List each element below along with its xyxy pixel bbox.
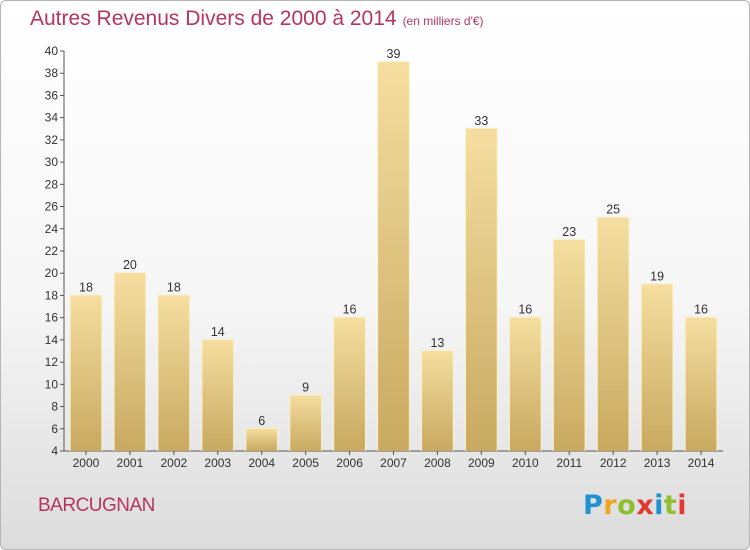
x-tick-label-2012: 2012	[600, 456, 627, 470]
value-label-2009: 33	[474, 114, 488, 128]
y-tick-label: 10	[45, 377, 59, 391]
x-tick-label-2006: 2006	[336, 456, 363, 470]
bar-2002	[158, 295, 190, 451]
y-tick-label: 32	[45, 133, 59, 147]
chart-title: Autres Revenus Divers de 2000 à 2014 (en …	[30, 7, 484, 30]
bar-2001	[114, 273, 146, 451]
bar-2010	[509, 317, 541, 451]
y-tick-label: 22	[45, 244, 59, 258]
bar-2004	[246, 428, 278, 451]
value-label-2011: 23	[562, 225, 576, 239]
x-tick-label-2011: 2011	[556, 456, 582, 470]
value-label-2005: 9	[302, 380, 309, 394]
x-tick-label-2003: 2003	[204, 456, 231, 470]
x-tick-label-2007: 2007	[380, 456, 407, 470]
bar-2006	[334, 317, 365, 451]
bars	[69, 61, 718, 452]
y-tick-label: 34	[45, 111, 59, 125]
value-label-2014: 16	[694, 303, 708, 317]
y-tick-label: 8	[51, 400, 58, 414]
bar-2013	[641, 284, 673, 451]
bar-2011	[553, 239, 585, 451]
x-tick-label-2014: 2014	[688, 456, 715, 470]
value-label-2008: 13	[430, 336, 444, 350]
value-label-2013: 19	[650, 269, 664, 283]
bar-2009	[465, 128, 497, 451]
y-tick-label: 20	[45, 266, 59, 280]
x-tick-label-2009: 2009	[468, 456, 495, 470]
value-label-2001: 20	[123, 258, 137, 272]
value-labels: 18 20 18 14 6 9 16 39 13 33 16 23 25 19 16	[79, 47, 708, 428]
chart-subtitle: (en milliers d'€)	[402, 14, 484, 28]
y-tick-label: 14	[45, 333, 59, 347]
y-tick-label: 38	[45, 66, 59, 80]
bar-2005	[290, 395, 322, 451]
y-tick-label: 4	[51, 444, 58, 458]
x-tick-label-2002: 2002	[160, 456, 187, 470]
commune-name: BARCUGNAN	[38, 495, 155, 516]
x-tick-label-2013: 2013	[644, 456, 671, 470]
bar-2003	[202, 339, 234, 451]
y-tick-label: 30	[45, 155, 59, 169]
bar-2008	[422, 351, 453, 451]
proxiti-logo: Proxiti	[583, 490, 688, 521]
value-label-2000: 18	[79, 280, 93, 294]
value-label-2010: 16	[518, 303, 532, 317]
y-axis: 4 6 8 10 12 14 16 18 20 22 24 26 28 30 32 34 36 38 40	[45, 44, 65, 458]
y-tick-label: 40	[45, 44, 59, 58]
value-label-2007: 39	[387, 47, 401, 61]
value-label-2012: 25	[606, 203, 620, 217]
bar-2012	[597, 217, 629, 451]
bar-2000	[70, 295, 102, 451]
y-tick-label: 18	[45, 288, 59, 302]
bar-2014	[685, 317, 717, 451]
y-tick-label: 16	[45, 311, 59, 325]
x-tick-label-2000: 2000	[73, 456, 100, 470]
value-label-2003: 14	[211, 325, 225, 339]
y-tick-label: 24	[45, 222, 59, 236]
bar-2007	[378, 62, 409, 451]
y-tick-label: 36	[45, 88, 59, 102]
x-tick-label-2001: 2001	[117, 456, 144, 470]
x-tick-label-2008: 2008	[424, 456, 451, 470]
x-tick-label-2004: 2004	[248, 456, 275, 470]
y-tick-label: 12	[45, 355, 59, 369]
x-axis: 2000 2001 2002 2003 2004 2005 2006 2007 2008 2009…	[64, 450, 723, 470]
x-tick-label-2010: 2010	[512, 456, 539, 470]
value-label-2002: 18	[167, 280, 181, 294]
y-tick-label: 28	[45, 177, 59, 191]
y-tick-label: 6	[51, 422, 58, 436]
value-label-2004: 6	[258, 414, 265, 428]
x-tick-label-2005: 2005	[292, 456, 319, 470]
value-label-2006: 16	[343, 303, 357, 317]
y-tick-label: 26	[45, 200, 59, 214]
